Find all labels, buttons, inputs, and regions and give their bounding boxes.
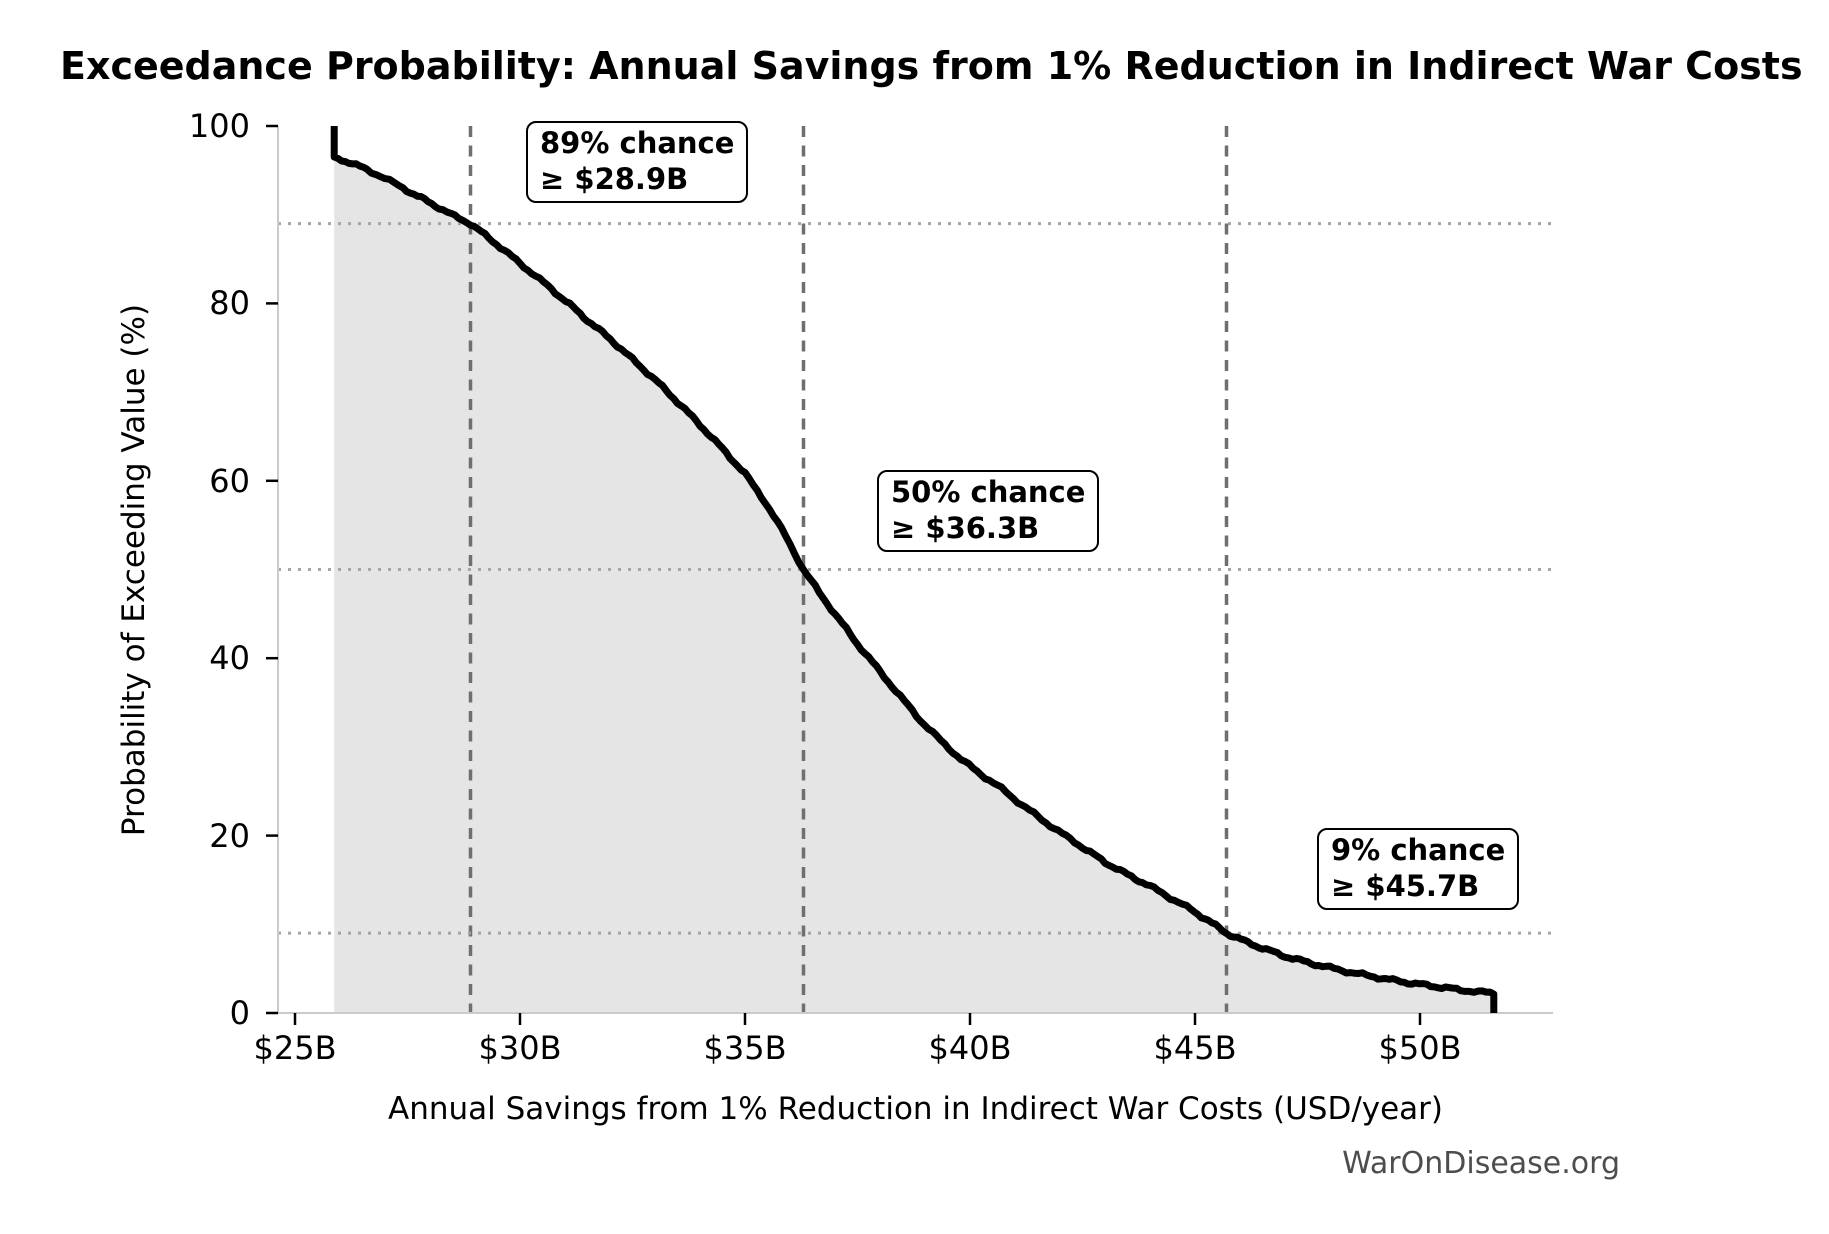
x-axis-title: Annual Savings from 1% Reduction in Indi… (387, 1091, 1444, 1127)
x-tick-label-$30B: $30B (478, 1029, 562, 1067)
y-axis-title: Probability of Exceeding Value (%) (116, 303, 152, 837)
annotation-value-text: ≥ $28.9B (540, 162, 689, 196)
annotation-chance-text: 50% chance (891, 475, 1086, 509)
annotation-89pct: 89% chance ≥ $28.9B (526, 121, 749, 203)
y-tick-label-100: 100 (188, 107, 250, 145)
y-tick-label-0: 0 (229, 994, 250, 1032)
x-tick-label-$25B: $25B (253, 1029, 337, 1067)
y-tick-label-40: 40 (209, 639, 250, 678)
annotation-chance-text: 89% chance (540, 126, 735, 160)
curve-fill-area (334, 126, 1494, 1013)
annotation-chance-text: 9% chance (1331, 833, 1506, 867)
y-tick-label-80: 80 (209, 284, 250, 323)
annotation-50pct: 50% chance ≥ $36.3B (877, 470, 1100, 552)
annotation-value-text: ≥ $45.7B (1331, 869, 1480, 903)
x-tick-label-$40B: $40B (928, 1029, 1012, 1067)
chart-title: Exceedance Probability: Annual Savings f… (60, 44, 1803, 88)
exceedance-curve (330, 126, 1498, 1013)
annotation-value-text: ≥ $36.3B (891, 511, 1040, 545)
x-tick-label-$50B: $50B (1378, 1029, 1462, 1067)
watermark-text: WarOnDisease.org (1342, 1146, 1620, 1181)
y-tick-label-20: 20 (209, 816, 250, 855)
x-tick-label-$45B: $45B (1153, 1029, 1237, 1067)
annotation-9pct: 9% chance ≥ $45.7B (1317, 828, 1520, 910)
y-tick-label-60: 60 (209, 461, 250, 500)
x-tick-label-$35B: $35B (703, 1029, 787, 1067)
